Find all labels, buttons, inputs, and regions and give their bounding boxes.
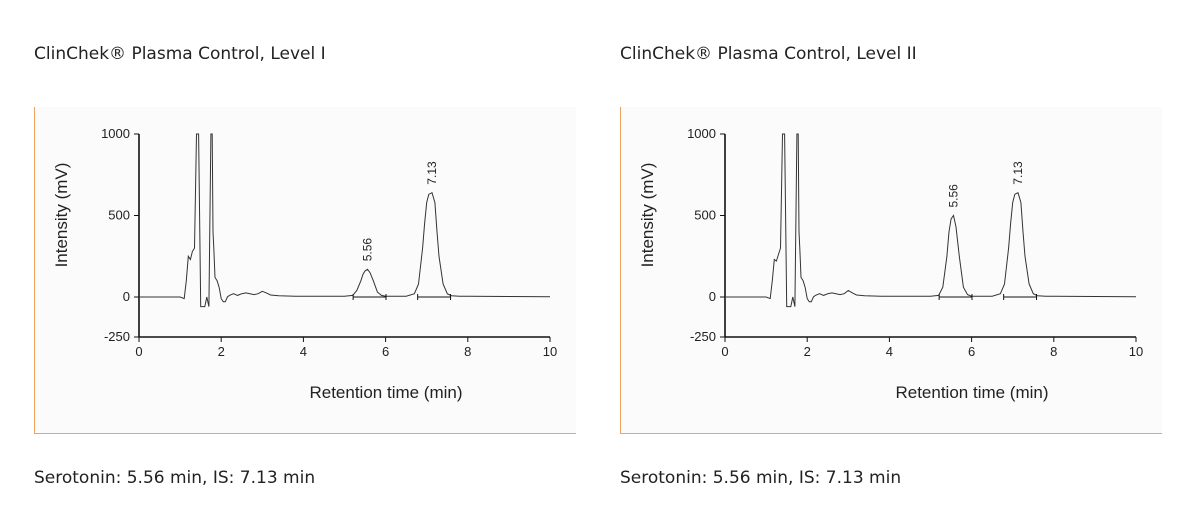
- y-tick-label: 1000: [101, 126, 130, 141]
- chart-caption: Serotonin: 5.56 min, IS: 7.13 min: [620, 468, 902, 488]
- peak-label: 7.13: [1011, 161, 1025, 185]
- x-tick-label: 8: [1050, 344, 1057, 359]
- y-tick-label: 500: [108, 208, 130, 223]
- peak-label: 5.56: [947, 184, 961, 208]
- y-axis-label: Intensity (mV): [638, 163, 657, 268]
- chart-frame: [34, 107, 576, 434]
- x-tick-label: 4: [886, 344, 893, 359]
- chromatogram-trace: [725, 133, 1137, 308]
- chromatogram-level-2: 1000 500 0 -250 0 2 4 6 8 10 5.56 7.13 Intensity (…: [638, 126, 1143, 402]
- y-tick-label: 500: [694, 208, 716, 223]
- x-tick-label: 8: [464, 344, 471, 359]
- chart-panel-level-2: ClinChek® Plasma Control, Level II 1000 5…: [586, 0, 1162, 512]
- x-tick-label: 10: [543, 344, 557, 359]
- x-tick-label: 10: [1129, 344, 1143, 359]
- x-tick-label: 2: [804, 344, 811, 359]
- chromatogram-trace: [139, 133, 551, 308]
- x-tick-label: 6: [968, 344, 975, 359]
- x-tick-label: 0: [721, 344, 728, 359]
- chromatogram-level-1: 1000 500 0 -250 0 2 4 6 8 10 5.56 7.13 Intensity (…: [52, 126, 557, 402]
- x-axis-label: Retention time (min): [309, 383, 462, 402]
- x-tick-label: 6: [382, 344, 389, 359]
- y-tick-label: 0: [123, 289, 130, 304]
- chart-title: ClinChek® Plasma Control, Level I: [34, 44, 326, 64]
- chart-title: ClinChek® Plasma Control, Level II: [620, 44, 917, 64]
- y-tick-label: -250: [104, 329, 130, 344]
- chart-frame: [620, 107, 1162, 434]
- peak-label: 7.13: [425, 161, 439, 185]
- y-tick-label: 0: [709, 289, 716, 304]
- y-axis-label: Intensity (mV): [52, 163, 71, 268]
- x-tick-label: 0: [135, 344, 142, 359]
- y-tick-label: 1000: [687, 126, 716, 141]
- chart-caption: Serotonin: 5.56 min, IS: 7.13 min: [34, 468, 316, 488]
- x-tick-label: 4: [300, 344, 307, 359]
- x-tick-label: 2: [218, 344, 225, 359]
- peak-label: 5.56: [361, 238, 375, 262]
- x-axis-label: Retention time (min): [895, 383, 1048, 402]
- y-tick-label: -250: [690, 329, 716, 344]
- chart-panel-level-1: ClinChek® Plasma Control, Level I 1000 50…: [0, 0, 576, 512]
